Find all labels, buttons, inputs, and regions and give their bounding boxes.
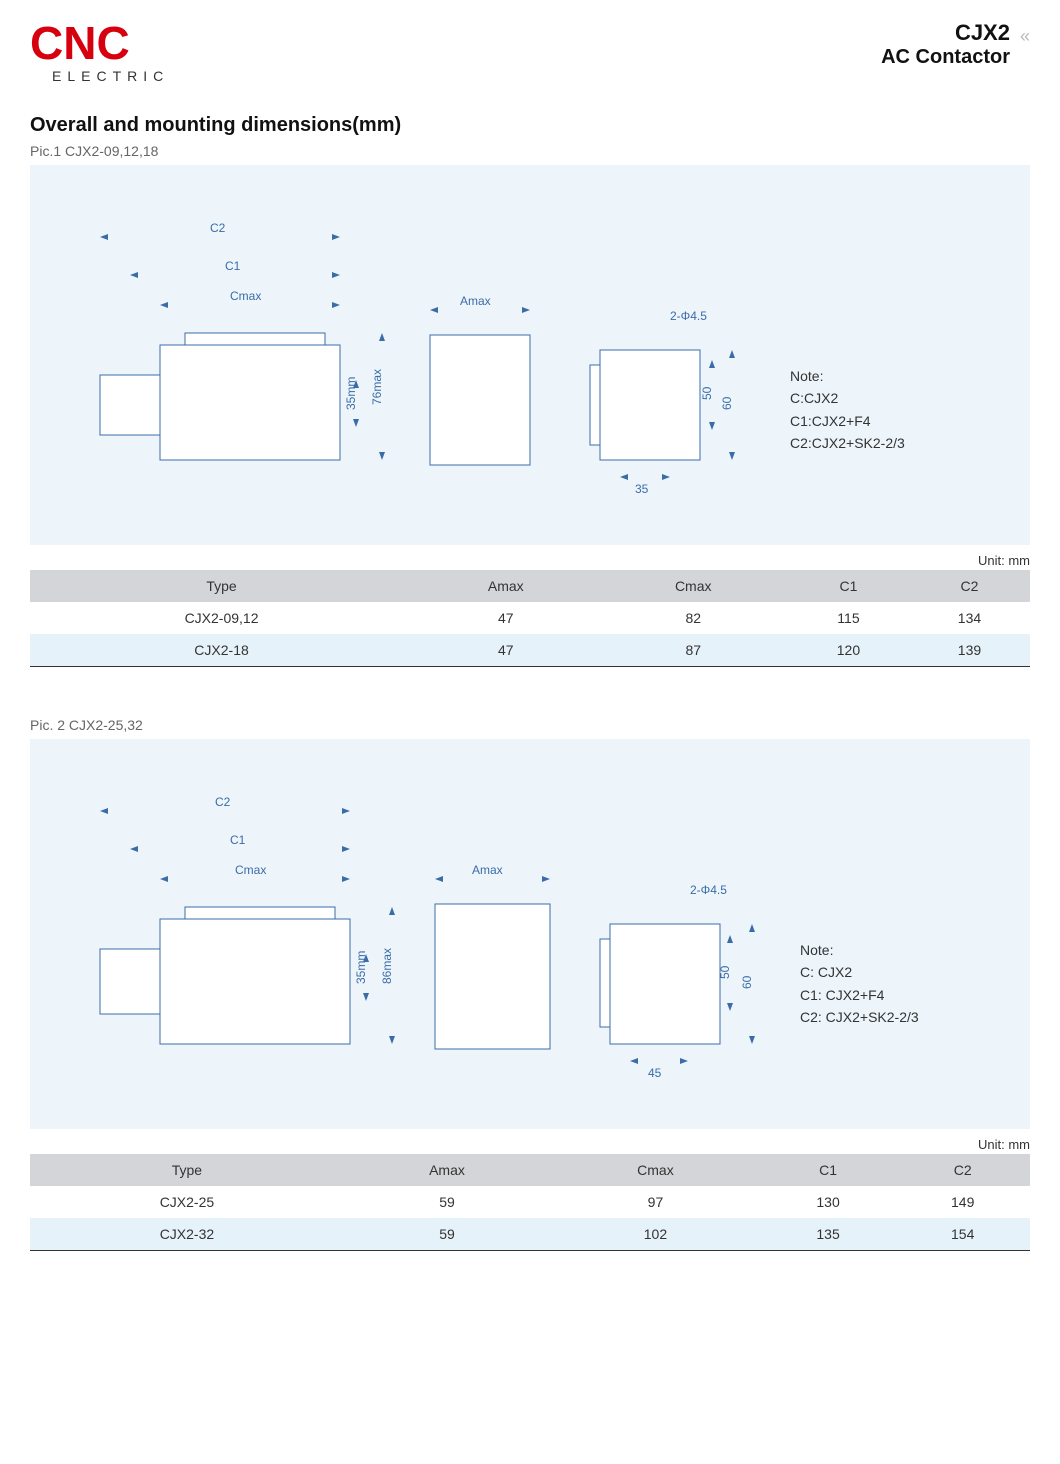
- note-title: Note:: [790, 365, 905, 387]
- label-50: 50: [700, 386, 714, 400]
- table-header-row: Type Amax Cmax C1 C2: [30, 1154, 1030, 1186]
- label-60: 60: [740, 975, 754, 989]
- col-header: Cmax: [550, 1154, 761, 1186]
- section-title: Overall and mounting dimensions(mm): [30, 114, 1030, 137]
- note-line: C: CJX2: [800, 961, 919, 983]
- figure2-caption: Pic. 2 CJX2-25,32: [30, 717, 1030, 733]
- logo-subtext: ELECTRIC: [52, 68, 169, 84]
- note-line: C2:CJX2+SK2-2/3: [790, 432, 905, 454]
- label-60: 60: [720, 396, 734, 410]
- col-header: Amax: [413, 570, 598, 602]
- note-line: C:CJX2: [790, 387, 905, 409]
- figure2-note: Note: C: CJX2 C1: CJX2+F4 C2: CJX2+SK2-2…: [800, 939, 919, 1029]
- logo-block: CNC ELECTRIC: [30, 20, 169, 84]
- label-cmax: Cmax: [235, 863, 266, 877]
- note-line: C1: CJX2+F4: [800, 984, 919, 1006]
- figure1-table: Type Amax Cmax C1 C2 CJX2-09,12 47 82 11…: [30, 570, 1030, 667]
- table-row: CJX2-32 59 102 135 154: [30, 1218, 1030, 1251]
- figure2-svg: C2 C1 Cmax 35mm 86max Amax 2-Φ4.5 50 60 …: [30, 739, 1030, 1129]
- figure2-diagram: C2 C1 Cmax 35mm 86max Amax 2-Φ4.5 50 60 …: [30, 739, 1030, 1129]
- col-header: C1: [761, 1154, 896, 1186]
- label-86max: 86max: [380, 948, 394, 984]
- chevron-left-icon: «: [1020, 26, 1030, 47]
- logo-text: CNC: [30, 20, 169, 66]
- header-right: CJX2 AC Contactor «: [881, 20, 1030, 69]
- label-hole: 2-Φ4.5: [690, 883, 727, 897]
- label-50: 50: [718, 965, 732, 979]
- col-header: C2: [895, 1154, 1030, 1186]
- figure1-caption: Pic.1 CJX2-09,12,18: [30, 143, 1030, 159]
- label-35mm: 35mm: [354, 951, 368, 984]
- figure1-diagram: C2 C1 Cmax 35mm 76max Amax 2-Φ4.5 50 60 …: [30, 165, 1030, 545]
- label-c1: C1: [225, 259, 241, 273]
- col-header: Cmax: [599, 570, 788, 602]
- col-header: C1: [788, 570, 909, 602]
- col-header: Type: [30, 1154, 344, 1186]
- label-35mm: 35mm: [344, 377, 358, 410]
- figure2-unit: Unit: mm: [30, 1137, 1030, 1152]
- figure1-unit: Unit: mm: [30, 553, 1030, 568]
- label-c1: C1: [230, 833, 246, 847]
- label-b45: 45: [648, 1066, 662, 1080]
- label-c2: C2: [210, 221, 226, 235]
- note-line: C2: CJX2+SK2-2/3: [800, 1006, 919, 1028]
- note-title: Note:: [800, 939, 919, 961]
- product-code: CJX2: [881, 20, 1010, 46]
- figure2-table: Type Amax Cmax C1 C2 CJX2-25 59 97 130 1…: [30, 1154, 1030, 1251]
- label-76max: 76max: [370, 369, 384, 405]
- label-b35: 35: [635, 482, 649, 496]
- figure1-note: Note: C:CJX2 C1:CJX2+F4 C2:CJX2+SK2-2/3: [790, 365, 905, 455]
- table-row: CJX2-09,12 47 82 115 134: [30, 602, 1030, 634]
- table-header-row: Type Amax Cmax C1 C2: [30, 570, 1030, 602]
- label-c2: C2: [215, 795, 231, 809]
- note-line: C1:CJX2+F4: [790, 410, 905, 432]
- table-row: CJX2-25 59 97 130 149: [30, 1186, 1030, 1218]
- label-hole: 2-Φ4.5: [670, 309, 707, 323]
- label-amax: Amax: [460, 294, 491, 308]
- table-row: CJX2-18 47 87 120 139: [30, 634, 1030, 667]
- col-header: C2: [909, 570, 1030, 602]
- label-amax: Amax: [472, 863, 503, 877]
- figure1-svg: C2 C1 Cmax 35mm 76max Amax 2-Φ4.5 50 60 …: [30, 165, 1030, 545]
- page-header: CNC ELECTRIC CJX2 AC Contactor «: [30, 20, 1030, 84]
- product-name: AC Contactor: [881, 46, 1010, 69]
- col-header: Amax: [344, 1154, 550, 1186]
- col-header: Type: [30, 570, 413, 602]
- label-cmax: Cmax: [230, 289, 261, 303]
